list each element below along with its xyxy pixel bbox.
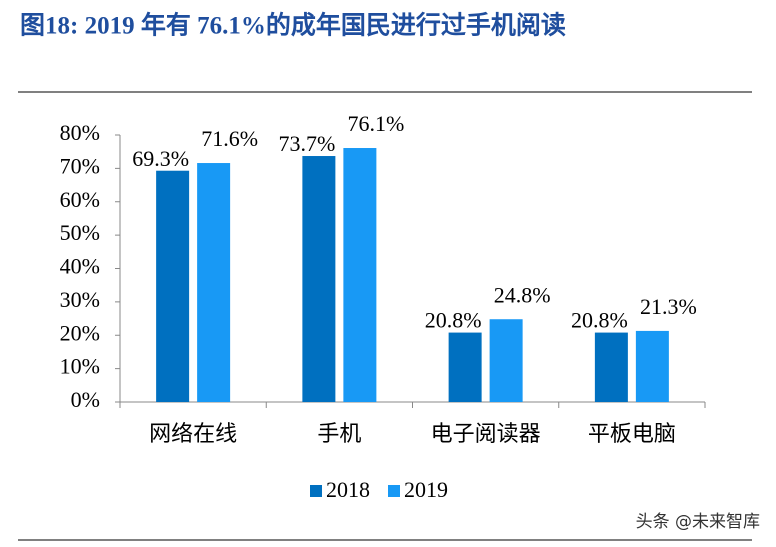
y-tick-label: 30% <box>60 287 100 312</box>
y-tick-label: 20% <box>60 320 100 345</box>
data-label: 20.8% <box>425 308 482 333</box>
data-label: 71.6% <box>201 126 258 151</box>
legend-swatch <box>310 485 322 497</box>
watermark: 头条 @未来智库 <box>636 512 760 532</box>
data-label: 21.3% <box>640 294 697 319</box>
x-tick-label: 网络在线 <box>149 422 237 447</box>
legend-swatch <box>388 485 400 497</box>
chart-title: 图18: 2019 年有 76.1%的成年国民进行过手机阅读 <box>20 11 566 40</box>
bar <box>156 170 190 402</box>
x-tick-label: 电子阅读器 <box>431 422 541 447</box>
data-label: 24.8% <box>494 282 551 307</box>
data-label: 73.7% <box>278 131 335 156</box>
data-label: 20.8% <box>571 308 628 333</box>
bar <box>448 332 482 402</box>
y-tick-label: 40% <box>60 254 100 279</box>
y-tick-label: 80% <box>60 120 100 145</box>
bar <box>635 330 669 402</box>
legend-label: 2019 <box>404 477 448 502</box>
bar <box>302 156 336 402</box>
y-tick-label: 70% <box>60 153 100 178</box>
x-tick-label: 手机 <box>317 422 361 447</box>
y-tick-label: 50% <box>60 220 100 245</box>
legend-label: 2018 <box>326 477 370 502</box>
bar <box>594 332 628 402</box>
bar <box>489 319 523 402</box>
bar <box>343 148 377 402</box>
y-tick-label: 10% <box>60 354 100 379</box>
data-label: 69.3% <box>132 146 189 171</box>
data-label: 76.1% <box>347 111 404 136</box>
y-tick-label: 60% <box>60 187 100 212</box>
x-tick-label: 平板电脑 <box>588 422 676 447</box>
bar <box>197 163 231 402</box>
y-tick-label: 0% <box>71 387 100 412</box>
